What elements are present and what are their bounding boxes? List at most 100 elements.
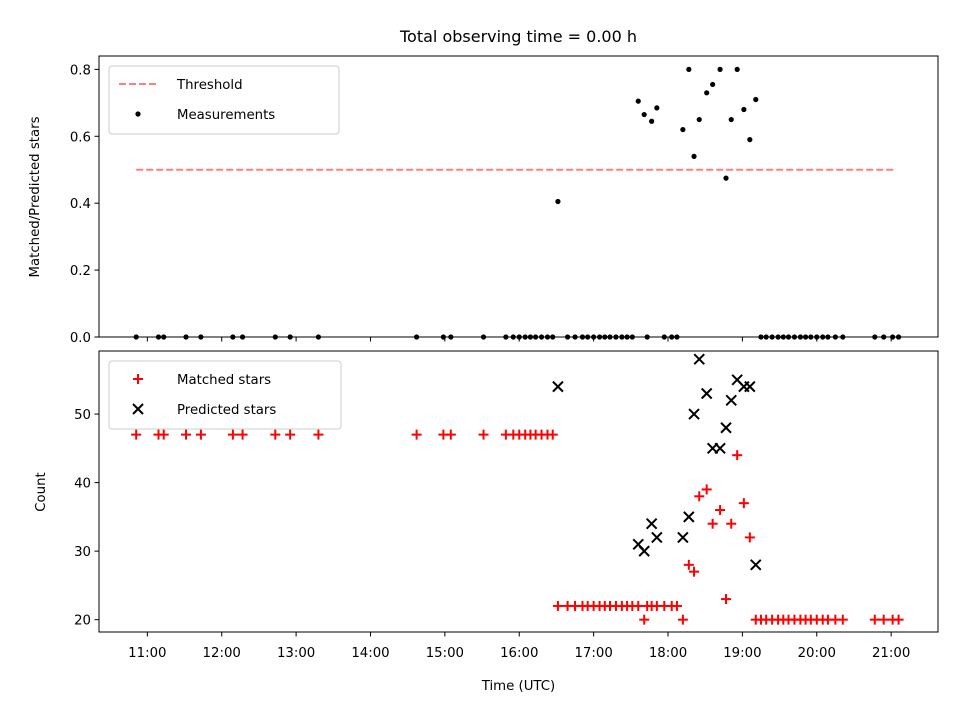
matched-star-point [445, 429, 456, 440]
measurement-point [550, 334, 556, 340]
measurement-point [161, 334, 167, 340]
matched-star-point [552, 600, 563, 611]
measurement-point [814, 334, 820, 340]
matched-star-point [694, 491, 705, 502]
measurement-point [753, 96, 759, 103]
matched-star-point [726, 518, 737, 529]
measurement-point [895, 334, 902, 340]
matched-star-point [869, 614, 880, 625]
legend-measurements: Measurements [135, 108, 275, 123]
measurement-point [661, 334, 667, 340]
measurement-point [803, 334, 809, 340]
measurement-point [198, 334, 204, 340]
top-y-tick-label: 0.8 [70, 63, 91, 78]
measurement-point [797, 334, 803, 340]
matched-star-point [131, 429, 142, 440]
x-tick-label: 16:00 [500, 646, 538, 661]
measurement-point [272, 334, 278, 340]
measurement-point [183, 334, 189, 340]
measurement-point [635, 98, 641, 104]
top-y-tick-label: 0.6 [70, 130, 91, 145]
measurement-point [230, 334, 236, 340]
matched-star-point [837, 614, 848, 625]
measurement-point [414, 334, 420, 340]
measurement-point [315, 334, 322, 340]
x-tick-label: 18:00 [649, 646, 687, 661]
matched-star-point [547, 429, 558, 440]
measurement-point [613, 334, 619, 340]
measurement-point [641, 111, 647, 118]
top-legend [108, 65, 340, 135]
matched-star-point [683, 559, 694, 570]
bottom-legend [108, 360, 342, 430]
measurement-point [775, 334, 781, 340]
top-y-tick-label: 0.0 [70, 331, 91, 346]
measurement-point [758, 334, 764, 340]
measurement-point [723, 175, 729, 181]
predicted-star-point [688, 408, 700, 420]
matched-star-point [893, 614, 904, 625]
matched-star-point [411, 429, 422, 440]
bottom-y-axis-label: Count [34, 472, 49, 512]
matched-star-point [285, 429, 296, 440]
measurement-point [448, 334, 454, 340]
measurement-point [480, 334, 487, 340]
measurement-point [629, 334, 635, 340]
predicted-star-point [683, 511, 695, 523]
measurement-point [287, 334, 293, 340]
measurement-point [808, 334, 814, 340]
measurement-point [624, 334, 630, 340]
predicted-star-point [693, 353, 705, 365]
measurement-point [527, 334, 534, 340]
measurement-point [619, 334, 625, 340]
matched-star-point [227, 429, 238, 440]
matched-star-point [633, 600, 644, 611]
legend-matched-stars-label: Matched stars [177, 373, 271, 388]
measurement-point [791, 334, 798, 340]
measurement-point [825, 334, 831, 340]
matched-star-point [158, 429, 169, 440]
measurement-point [510, 334, 516, 340]
matched-star-point [721, 594, 732, 605]
measurement-point [503, 334, 509, 340]
measurement-point [741, 106, 747, 113]
measurement-point [155, 334, 162, 340]
measurement-point [872, 334, 878, 340]
measurement-point [704, 90, 710, 96]
measurement-point [881, 334, 887, 340]
measurement-point [522, 334, 528, 340]
matched-star-point [671, 600, 682, 611]
matched-star-point [689, 566, 700, 577]
measurement-point [769, 334, 775, 340]
measurement-point [516, 334, 522, 340]
x-axis-label: Time (UTC) [481, 679, 556, 694]
measurement-point [710, 81, 716, 88]
predicted-star-point [645, 518, 658, 530]
legend-threshold: Threshold [119, 78, 243, 93]
legend-predicted-stars: Predicted stars [132, 403, 276, 418]
matched-star-point [878, 614, 889, 625]
predicted-star-point [750, 559, 762, 571]
measurement-point [602, 334, 608, 340]
predicted-star-point [725, 394, 737, 407]
measurement-point [674, 334, 680, 340]
x-tick-label: 13:00 [277, 646, 315, 661]
measurement-point [644, 334, 650, 340]
measurement-point [717, 66, 723, 72]
legend-measurements-label: Measurements [177, 108, 275, 123]
measurement-point [555, 198, 561, 205]
x-tick-label: 19:00 [723, 646, 761, 661]
chart-title: Total observing time = 0.00 h [399, 27, 637, 46]
measurement-point [572, 334, 578, 340]
predicted-star-point [744, 380, 756, 393]
measurement-point [654, 105, 660, 111]
measurement-point [680, 126, 686, 133]
measurement-point [579, 334, 586, 340]
measurement-point [591, 334, 597, 340]
predicted-star-point [714, 442, 726, 455]
measurement-point [728, 116, 734, 123]
predicted-star-point [552, 380, 564, 393]
matched-star-point [715, 505, 726, 516]
predicted-star-point [638, 545, 650, 557]
